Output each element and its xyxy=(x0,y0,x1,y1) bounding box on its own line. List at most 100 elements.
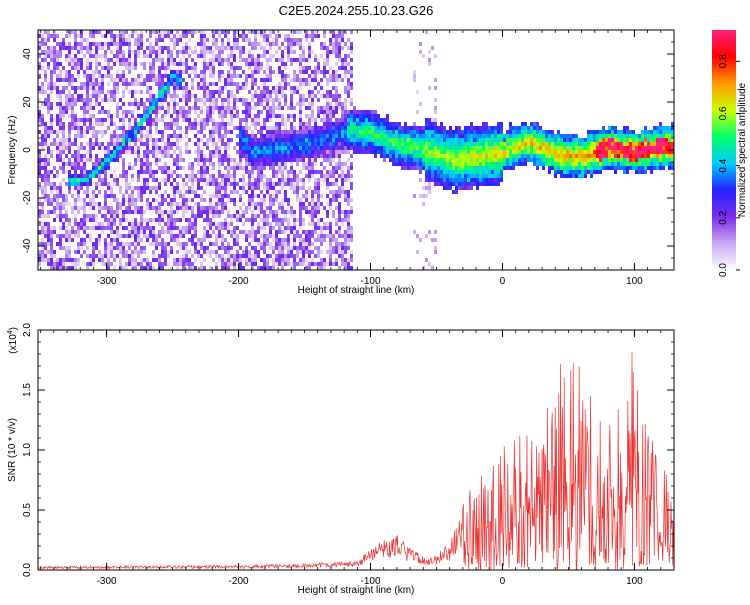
spectrogram-cell xyxy=(299,262,302,266)
spectrogram-cell xyxy=(308,74,311,78)
spectrogram-cell xyxy=(290,62,293,66)
spectrogram-cell xyxy=(329,174,332,178)
spectrogram-cell xyxy=(224,182,227,186)
spectrogram-cell xyxy=(62,130,65,134)
spectrogram-cell xyxy=(335,90,338,94)
spectrogram-cell xyxy=(152,170,155,174)
spectrogram-cell xyxy=(467,154,470,158)
spectrogram-cell xyxy=(53,54,56,58)
spectrogram-cell xyxy=(488,142,491,146)
spectrogram-cell xyxy=(482,170,485,174)
spectrogram-cell xyxy=(197,146,200,150)
spectrogram-cell xyxy=(359,114,362,118)
spectrogram-cell xyxy=(491,158,494,162)
spectrogram-cell xyxy=(263,118,266,122)
spectrogram-cell xyxy=(176,42,179,46)
spectrogram-cell xyxy=(149,234,152,238)
spectrogram-cell xyxy=(89,202,92,206)
spectrogram-cell xyxy=(110,74,113,78)
spectrogram-cell xyxy=(239,146,242,150)
spectrogram-cell xyxy=(278,242,281,246)
spectrogram-cell xyxy=(461,142,464,146)
spectrogram-cell xyxy=(203,34,206,38)
spectrogram-cell xyxy=(62,258,65,262)
spectrogram-cell xyxy=(266,178,269,182)
spectrogram-cell xyxy=(470,170,473,174)
spectrogram-cell xyxy=(44,254,47,258)
spectrogram-cell xyxy=(215,98,218,102)
spectrogram-cell xyxy=(305,138,308,142)
spectrogram-cell xyxy=(338,242,341,246)
spectrogram-cell xyxy=(335,106,338,110)
spectrogram-cell xyxy=(116,142,119,146)
spectrogram-cell xyxy=(470,138,473,142)
spectrogram-cell xyxy=(392,122,395,126)
spectrogram-cell xyxy=(224,186,227,190)
spectrogram-cell xyxy=(164,46,167,50)
spectrogram-cell xyxy=(194,202,197,206)
spectrogram-cell xyxy=(230,166,233,170)
spectrogram-cell xyxy=(500,154,503,158)
spectrogram-cell xyxy=(386,154,389,158)
spectrogram-cell xyxy=(302,66,305,70)
spectrogram-cell xyxy=(218,150,221,154)
spectrogram-cell xyxy=(68,30,71,34)
spectrogram-cell xyxy=(104,166,107,170)
spectrogram-cell xyxy=(71,154,74,158)
spectrogram-cell xyxy=(221,266,224,270)
spectrogram-cell xyxy=(110,98,113,102)
spectrogram-cell xyxy=(428,62,431,66)
spectrogram-cell xyxy=(530,138,533,142)
spectrogram-cell xyxy=(350,258,353,262)
spectrogram-cell xyxy=(260,150,263,154)
spectrogram-cell xyxy=(467,142,470,146)
spectrogram-cell xyxy=(41,34,44,38)
spectrogram-cell xyxy=(518,138,521,142)
spectrogram-cell xyxy=(476,162,479,166)
spectrogram-cell xyxy=(167,222,170,226)
spectrogram-cell xyxy=(194,158,197,162)
spectrogram-cell xyxy=(161,90,164,94)
spectrogram-cell xyxy=(476,130,479,134)
spectrogram-cell xyxy=(122,102,125,106)
spectrogram-cell xyxy=(50,82,53,86)
spectrogram-cell xyxy=(470,162,473,166)
spectrogram-cell xyxy=(152,178,155,182)
spectrogram-cell xyxy=(479,138,482,142)
spectrogram-cell xyxy=(86,182,89,186)
spectrogram-cell xyxy=(356,146,359,150)
spectrogram-cell xyxy=(188,186,191,190)
spectrogram-cell xyxy=(314,142,317,146)
spectrogram-cell xyxy=(53,254,56,258)
spectrogram-cell xyxy=(131,262,134,266)
spectrogram-cell xyxy=(218,46,221,50)
spectrogram-cell xyxy=(83,118,86,122)
spectrogram-cell xyxy=(116,182,119,186)
spectrogram-cell xyxy=(494,166,497,170)
spectrogram-cell xyxy=(191,94,194,98)
spectrogram-cell xyxy=(38,202,41,206)
spectrogram-cell xyxy=(44,126,47,130)
spectrogram-cell xyxy=(230,78,233,82)
spectrogram-cell xyxy=(269,110,272,114)
spectrogram-cell xyxy=(56,262,59,266)
spectrogram-cell xyxy=(200,238,203,242)
spectrogram-cell xyxy=(545,134,548,138)
spectrogram-cell xyxy=(269,126,272,130)
spectrogram-cell xyxy=(128,194,131,198)
spectrogram-cell xyxy=(188,222,191,226)
spectrogram-cell xyxy=(125,242,128,246)
spectrogram-cell xyxy=(248,142,251,146)
spectrogram-cell xyxy=(365,146,368,150)
spectrogram-cell xyxy=(167,174,170,178)
spectrogram-cell xyxy=(506,162,509,166)
spectrogram-cell xyxy=(122,122,125,126)
spectrogram-cell xyxy=(239,34,242,38)
spectrogram-cell xyxy=(302,126,305,130)
spectrogram-cell xyxy=(455,146,458,150)
spectrogram-cell xyxy=(284,34,287,38)
spectrogram-cell xyxy=(338,266,341,270)
spectrogram-cell xyxy=(179,262,182,266)
spectrogram-cell xyxy=(338,58,341,62)
spectrogram-cell xyxy=(140,222,143,226)
